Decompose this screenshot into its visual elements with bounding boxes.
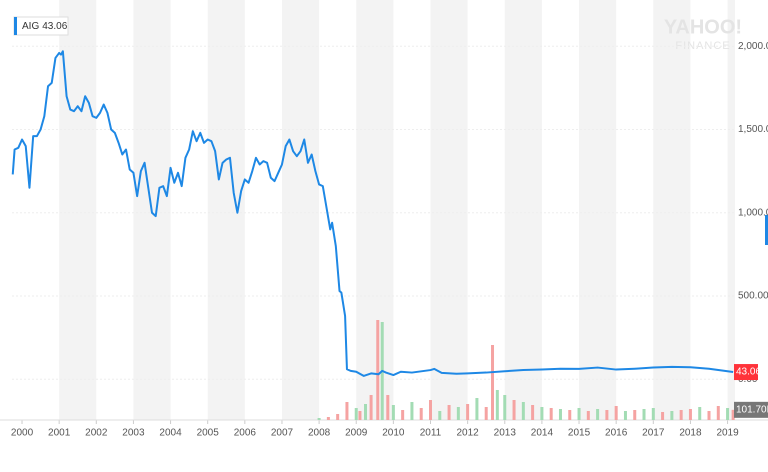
x-tick-label: 2001	[48, 428, 71, 439]
volume-bar	[401, 410, 405, 420]
year-band	[653, 0, 691, 420]
x-tick-label: 2015	[568, 428, 591, 439]
volume-bar	[438, 411, 442, 420]
x-tick-label: 2018	[679, 428, 702, 439]
volume-bar	[651, 408, 655, 420]
x-tick-label: 2010	[382, 428, 405, 439]
volume-bar	[540, 407, 544, 420]
volume-bar	[369, 395, 373, 420]
x-tick-label: 2008	[308, 428, 331, 439]
volume-bar	[698, 407, 702, 420]
x-tick-label: 2003	[122, 428, 145, 439]
legend-label: AIG 43.06	[22, 21, 68, 32]
last-price-tag	[734, 364, 758, 381]
year-band	[430, 0, 468, 420]
volume-bar	[326, 417, 330, 420]
x-tick-label: 2005	[197, 428, 220, 439]
legend-value: 43.06	[42, 21, 67, 32]
last-price-label: 43.06	[736, 367, 761, 378]
year-band	[727, 0, 735, 420]
volume-bar	[475, 398, 479, 420]
year-band	[579, 0, 617, 420]
x-tick-label: 2014	[531, 428, 554, 439]
volume-bar	[364, 404, 368, 420]
volume-bar	[642, 409, 646, 420]
year-band	[356, 0, 394, 420]
volume-bar	[410, 402, 414, 420]
volume-bar	[688, 409, 692, 420]
volume-bar	[491, 345, 495, 420]
y-tick-label: 2,000.00	[738, 41, 768, 52]
last-volume-label: 101.70M	[736, 404, 768, 415]
volume-bar	[633, 410, 637, 420]
volume-bar	[429, 400, 433, 420]
volume-bar	[726, 408, 730, 420]
y-tick-label: 1,500.00	[738, 124, 768, 135]
volume-bar	[484, 407, 488, 420]
volume-bar	[345, 402, 349, 420]
volume-bar	[456, 407, 460, 420]
volume-bar	[521, 402, 525, 420]
volume-bar	[679, 410, 683, 420]
volume-bar	[376, 320, 380, 420]
volume-bar	[558, 409, 562, 420]
scroll-indicator	[765, 215, 768, 245]
volume-bar	[512, 400, 516, 420]
volume-bar	[531, 405, 535, 420]
volume-bar	[419, 408, 423, 420]
volume-bar	[577, 408, 581, 420]
volume-bar	[358, 411, 362, 420]
x-tick-label: 2000	[11, 428, 34, 439]
x-tick-label: 2006	[234, 428, 257, 439]
legend-swatch	[14, 17, 17, 35]
year-band	[207, 0, 245, 420]
watermark-sub: FINANCE	[675, 40, 730, 52]
x-tick-label: 2004	[159, 428, 182, 439]
x-tick-label: 2009	[345, 428, 368, 439]
x-tick-label: 2016	[605, 428, 628, 439]
volume-bar	[503, 395, 507, 420]
volume-bar	[614, 406, 618, 420]
volume-bar	[661, 412, 665, 420]
x-tick-label: 2007	[271, 428, 294, 439]
volume-bar	[568, 410, 572, 420]
volume-bar	[447, 405, 451, 420]
x-tick-label: 2019	[716, 428, 739, 439]
volume-bar	[716, 406, 720, 420]
x-tick-label: 2012	[457, 428, 480, 439]
volume-bar	[317, 418, 321, 420]
legend-name: AIG	[22, 21, 39, 32]
price-line	[11, 50, 734, 377]
x-tick-label: 2002	[85, 428, 108, 439]
volume-bar	[336, 414, 340, 420]
volume-bar	[495, 390, 499, 420]
year-band	[504, 0, 542, 420]
y-tick-label: 500.00	[738, 291, 768, 302]
volume-bar	[391, 405, 395, 420]
volume-bar	[596, 409, 600, 420]
volume-bar	[466, 404, 470, 420]
volume-bar	[670, 411, 674, 420]
volume-bar	[354, 408, 358, 420]
watermark: YAHOO!	[664, 16, 742, 38]
volume-bar	[731, 409, 735, 420]
y-tick-label: 1,000.00	[738, 207, 768, 218]
volume-bar	[386, 395, 390, 420]
year-band	[281, 0, 320, 420]
volume-bar	[707, 411, 711, 420]
x-tick-label: 2011	[420, 428, 442, 439]
last-volume-tag	[734, 401, 768, 418]
volume-bar	[605, 410, 609, 420]
volume-bar	[586, 411, 590, 420]
volume-bar	[623, 411, 627, 420]
x-tick-label: 2013	[494, 428, 517, 439]
volume-bar	[549, 408, 553, 420]
x-tick-label: 2017	[642, 428, 665, 439]
